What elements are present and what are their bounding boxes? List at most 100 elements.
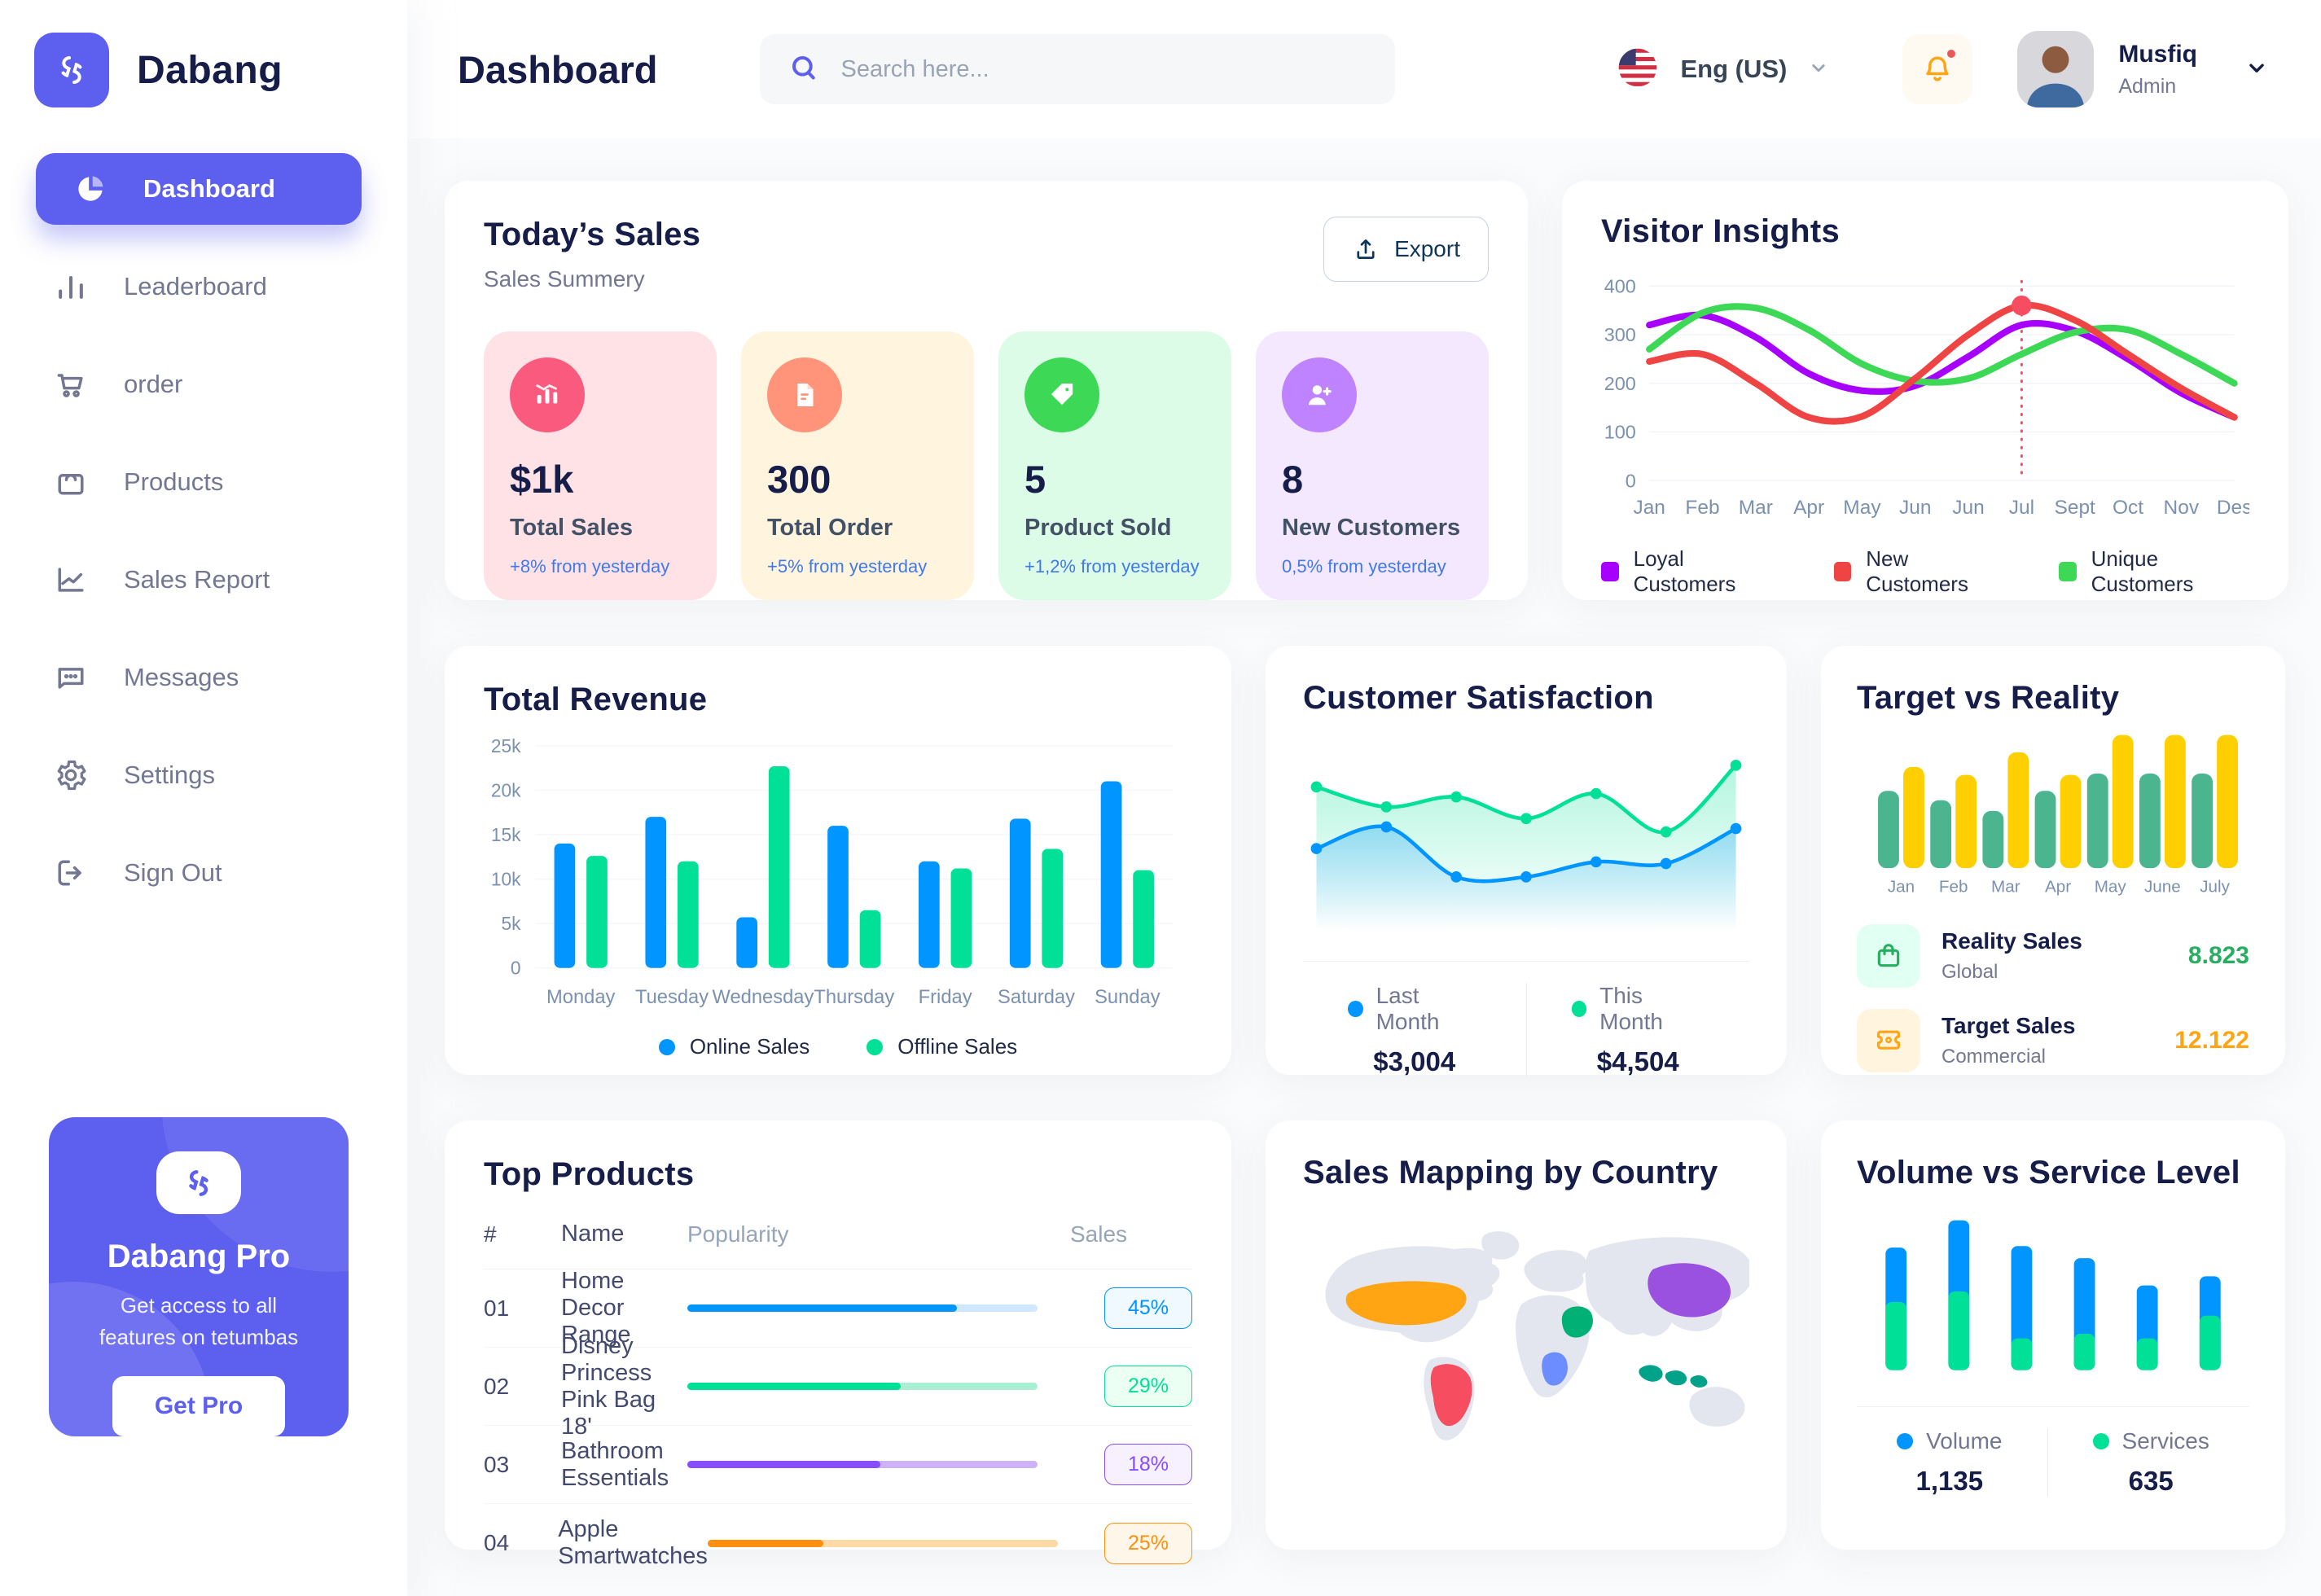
legend-label: Last Month [1375,982,1440,1034]
profile-menu[interactable]: Musfiq Admin [2017,31,2271,107]
brand: Dabang [0,0,407,107]
sign-out-icon [52,854,90,892]
volume-vs-service-chart [1885,1220,2221,1370]
volume-vs-service-card: Volume vs Service Level Volume 1,135 Ser… [1821,1120,2285,1550]
ticket-icon [1857,1009,1920,1073]
bar-online-Tuesday [645,817,667,968]
legend-label: Reality Sales [1941,928,2082,954]
legend-swatch [1601,562,1619,582]
customer-satisfaction-title: Customer Satisfaction [1303,680,1654,716]
bar-target-July [2217,734,2238,869]
series-line-loyal-customers [1646,311,2238,421]
bar-reality-July [2192,774,2213,869]
bar-offline-Sunday [1133,870,1154,968]
legend-value: 12.122 [2174,1027,2249,1054]
svg-text:May: May [1843,497,1881,519]
map-country-congo[interactable] [1542,1352,1568,1386]
svg-text:Sept: Sept [2054,497,2095,519]
sidebar-item-products[interactable]: Products [0,446,407,518]
search-box[interactable] [759,34,1395,104]
today-sales-card: Today’s Sales Sales Summery Export $1k T… [445,181,1528,600]
us-flag-icon [1615,45,1661,94]
bar-online-Sunday [1100,781,1122,968]
svg-text:Tuesday: Tuesday [635,987,709,1008]
stat-value: 5 [1024,458,1046,501]
table-row[interactable]: 04 Apple Smartwatches 25% [484,1504,1192,1582]
product-name: Disney Princess Pink Bag 18' [561,1332,656,1440]
notification-badge [1945,47,1959,60]
bar-reality-Jan [1878,791,1899,869]
map-australia [1689,1387,1745,1427]
language-selector[interactable]: Eng (US) [1615,45,1831,94]
svg-text:Nov: Nov [2164,497,2200,519]
map-country-united-states[interactable] [1345,1281,1467,1326]
get-pro-button[interactable]: Get Pro [112,1376,286,1436]
bar-target-Jan [1903,766,1924,869]
svg-text:Feb: Feb [1685,497,1719,519]
map-country-brazil[interactable] [1430,1364,1472,1427]
map-europe [1524,1250,1588,1292]
sidebar-item-sales-report[interactable]: Sales Report [0,544,407,616]
legend-swatch [1897,1432,1914,1449]
map-country-china[interactable] [1648,1263,1731,1318]
row-index: 02 [484,1373,510,1399]
map-country-indonesia[interactable] [1639,1365,1708,1388]
bar-target-May [2112,734,2134,869]
svg-text:Apr: Apr [2045,877,2071,896]
sidebar-item-sign-out[interactable]: Sign Out [0,837,407,909]
sidebar-item-messages[interactable]: Messages [0,642,407,713]
svg-text:Des: Des [2217,497,2249,519]
brand-name: Dabang [137,48,283,92]
column-header: Popularity [687,1221,789,1247]
bar-online-Saturday [1009,818,1031,968]
svg-text:June: June [2144,877,2181,896]
bar-online-Friday [919,861,940,968]
series-line-unique-customers [1646,303,2238,387]
stat-card-product-sold: 5 Product Sold +1,2% from yesterday [998,331,1231,600]
map-country-saudi-arabia[interactable] [1561,1306,1593,1338]
notifications-button[interactable] [1902,34,1973,104]
visitor-insights-chart: 0 100 200 300 400 Jan Feb Mar Apr May Jun Jun Jul Sep… [1604,276,2249,519]
target-vs-reality-card: Target vs Reality Jan Feb Mar Apr May June Jul… [1821,646,2285,1075]
sidebar-item-dashboard[interactable]: Dashboard [36,153,362,225]
customer-satisfaction-chart [1310,759,1742,932]
sidebar-item-order[interactable]: order [0,349,407,420]
sales-mapping-title: Sales Mapping by Country [1303,1155,1718,1190]
sidebar-item-settings[interactable]: Settings [0,739,407,811]
svg-text:0: 0 [1626,470,1636,491]
top-products-title: Top Products [484,1156,695,1192]
svg-text:15k: 15k [491,824,521,845]
table-row[interactable]: 01 Home Decor Range 45% [484,1268,1192,1348]
table-row[interactable]: 03 Bathroom Essentials 18% [484,1426,1192,1504]
top-products-card: Top Products # Name Popularity Sales 01 … [445,1120,1231,1569]
legend-label: Services [2121,1427,2209,1454]
legend-value: $3,004 [1373,1046,1456,1076]
legend-swatch [867,1038,884,1055]
svg-text:Friday: Friday [919,987,972,1008]
bar-online-Thursday [827,826,849,968]
svg-text:Sunday: Sunday [1095,987,1160,1008]
legend-label: This Month [1599,982,1663,1034]
table-row[interactable]: 02 Disney Princess Pink Bag 18' 29% [484,1333,1192,1440]
target-vs-reality-legend: Reality Sales Global 8.823 Target Sales … [1857,924,2249,1073]
svg-text:Mar: Mar [1991,877,2020,896]
sales-badge: 25% [1104,1522,1192,1564]
svg-text:Thursday: Thursday [814,987,894,1008]
search-input[interactable] [840,55,1367,83]
sales-badge: 45% [1104,1287,1192,1329]
export-button[interactable]: Export [1323,217,1489,282]
bar-reality-June [2139,774,2161,869]
sidebar-item-label: Sign Out [124,858,222,887]
bar-offline-Saturday [1042,848,1064,968]
product-name: Home Decor Range [561,1268,631,1348]
legend-value: 8.823 [2187,942,2249,970]
bar-reality-Feb [1930,800,1952,869]
sales-badge: 18% [1104,1444,1192,1485]
stat-card-total-sales: $1k Total Sales +8% from yesterday [484,331,717,600]
user-plus-icon [1282,357,1357,432]
svg-text:5k: 5k [501,913,521,934]
bar-chart-icon [52,268,90,305]
sidebar-item-leaderboard[interactable]: Leaderboard [0,251,407,322]
svg-text:Mar: Mar [1739,497,1773,519]
bar-target-Feb [1955,774,1977,869]
